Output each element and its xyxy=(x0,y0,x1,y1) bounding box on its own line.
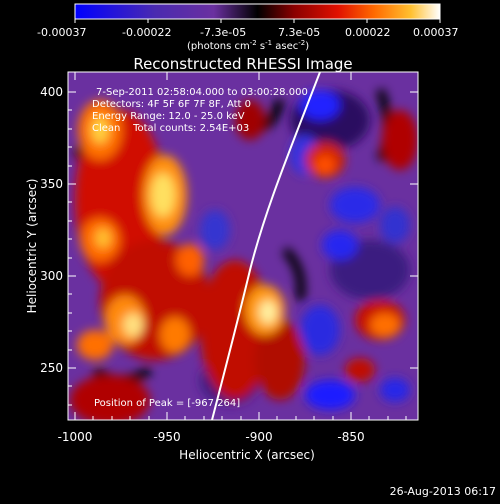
y-axis-label: Heliocentric Y (arcsec) xyxy=(25,179,39,314)
colorbar-gradient xyxy=(74,3,441,20)
y-tick-label: 250 xyxy=(40,361,63,375)
annotation-energy-range: Energy Range: 12.0 - 25.0 keV xyxy=(92,111,245,122)
colorbar-tick-label: -0.00037 xyxy=(37,26,86,39)
x-axis xyxy=(74,72,407,420)
x-tick-label: -900 xyxy=(245,430,272,444)
plot-annotations: 7-Sep-2011 02:58:04.000 to 03:00:28.000 … xyxy=(92,87,308,409)
solar-limb-curve xyxy=(211,72,321,420)
colorbar-tick-label: 0.00037 xyxy=(413,26,459,39)
annotation-peak-position: Position of Peak = [-967,264] xyxy=(94,398,240,409)
x-tick-label: -950 xyxy=(153,430,180,444)
y-tick-label: 350 xyxy=(40,177,63,191)
x-axis-label: Heliocentric X (arcsec) xyxy=(179,448,315,462)
colorbar-units: (photons cm-2 s-1 asec-2) xyxy=(187,39,309,52)
y-tick-label: 400 xyxy=(40,85,63,99)
colorbar-tick-label: 7.3e-05 xyxy=(278,26,320,39)
footer-date: 26-Aug-2013 06:17 xyxy=(390,485,496,498)
plot-frame xyxy=(67,71,419,421)
plot-title: Reconstructed RHESSI Image xyxy=(133,55,352,73)
colorbar-tick-label: -0.00022 xyxy=(122,26,171,39)
y-axis xyxy=(68,91,418,406)
annotation-time-range: 7-Sep-2011 02:58:04.000 to 03:00:28.000 xyxy=(96,87,308,98)
colorbar-tick-label: 0.00022 xyxy=(345,26,391,39)
colorbar-tick-label: -7.3e-05 xyxy=(200,26,246,39)
rhessi-image-map xyxy=(68,72,418,420)
annotation-detectors: Detectors: 4F 5F 6F 7F 8F, Att 0 xyxy=(92,99,251,110)
colorbar: -0.00037 -0.00022 -7.3e-05 7.3e-05 0.000… xyxy=(37,3,459,52)
annotation-clean-counts: Clean Total counts: 2.54E+03 xyxy=(92,123,249,134)
colorbar-tick-marks xyxy=(74,19,441,23)
x-tick-label: -850 xyxy=(337,430,364,444)
y-tick-label: 300 xyxy=(40,269,63,283)
x-tick-label: -1000 xyxy=(58,430,93,444)
